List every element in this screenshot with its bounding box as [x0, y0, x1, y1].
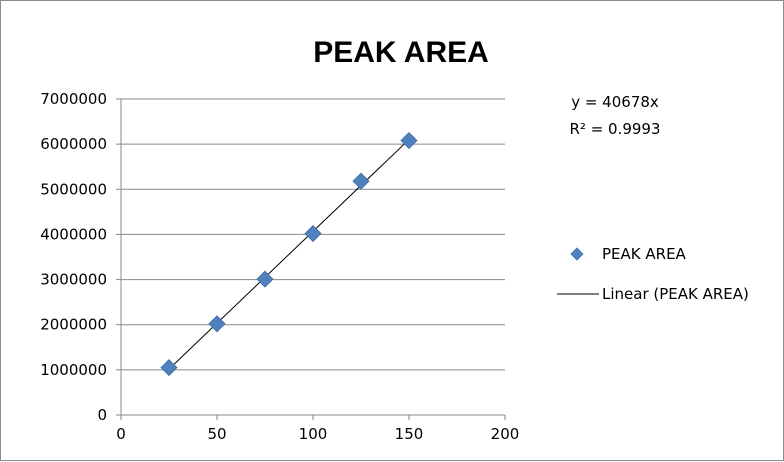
data-points [160, 131, 418, 377]
data-point-5 [400, 131, 418, 150]
x-tick-label-0: 0 [116, 425, 126, 443]
trendline [168, 139, 410, 370]
y-tick-label-7000000: 7000000 [40, 90, 107, 108]
axes [116, 98, 506, 420]
legend: PEAK AREA Linear (PEAK AREA) [557, 245, 749, 303]
data-point-0 [160, 359, 178, 377]
legend-diamond-icon [570, 247, 584, 261]
data-point-1 [208, 315, 226, 333]
x-axis-tick-labels: 0 50 100 150 200 [116, 425, 519, 443]
y-tick-label-1000000: 1000000 [40, 361, 107, 379]
data-point-4 [352, 172, 370, 190]
trendline-group [168, 139, 410, 370]
legend-label-linear-trendline: Linear (PEAK AREA) [602, 285, 749, 303]
legend-marker-peak-area [570, 247, 584, 261]
x-tick-label-50: 50 [207, 425, 226, 443]
chart-title: PEAK AREA [313, 36, 489, 69]
legend-label-peak-area: PEAK AREA [602, 245, 687, 263]
y-tick-label-0: 0 [97, 406, 107, 424]
x-tick-label-200: 200 [491, 425, 520, 443]
x-tick-label-150: 150 [395, 425, 424, 443]
gridlines [121, 98, 505, 371]
y-tick-label-4000000: 4000000 [40, 225, 107, 243]
trendline-equation: y = 40678x [571, 93, 659, 111]
data-point-2 [256, 270, 274, 288]
x-tick-label-100: 100 [299, 425, 328, 443]
data-point-3 [304, 224, 322, 243]
y-tick-label-6000000: 6000000 [40, 135, 107, 153]
y-tick-label-2000000: 2000000 [40, 316, 107, 334]
r-squared-label: R² = 0.9993 [569, 120, 660, 138]
y-axis-tick-labels: 0 1000000 2000000 3000000 4000000 5000000 6000… [40, 90, 107, 424]
y-tick-label-5000000: 5000000 [40, 180, 107, 198]
y-tick-label-3000000: 3000000 [40, 271, 107, 289]
